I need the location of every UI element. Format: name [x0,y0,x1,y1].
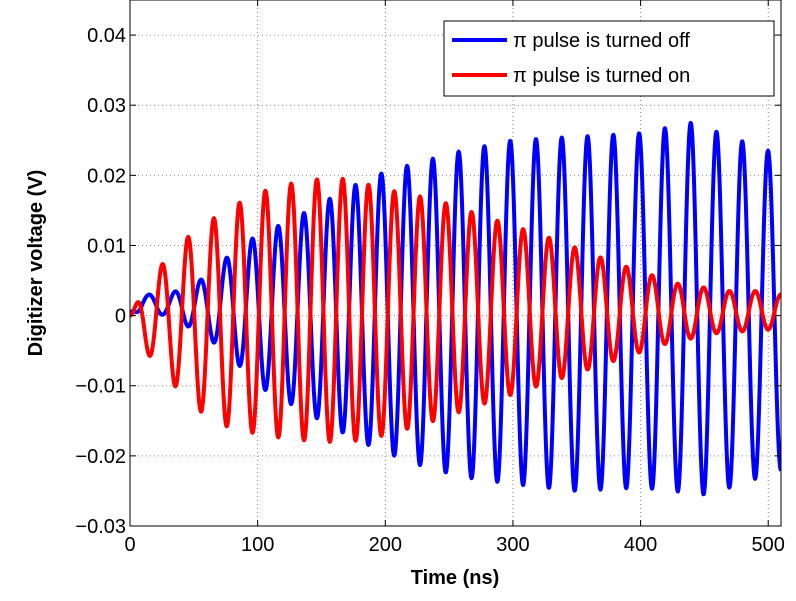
y-axis-title: Digitizer voltage (V) [25,170,47,357]
legend: π pulse is turned off π pulse is turned … [443,20,775,97]
y-tick-label: 0 [115,306,126,328]
y-tick-label: 0.01 [87,235,126,257]
y-tick-label: 0.04 [87,25,126,47]
y-tick-label: −0.01 [75,376,126,398]
y-tick-label: −0.03 [75,516,126,538]
y-tick-label: 0.02 [87,165,126,187]
legend-box [443,20,775,97]
legend-label-on: π pulse is turned on [513,65,690,87]
x-axis-title: Time (ns) [411,567,500,589]
y-tick-label: 0.03 [87,95,126,117]
x-tick-label: 100 [241,534,274,556]
x-tick-label: 0 [124,534,135,556]
x-tick-label: 300 [496,534,529,556]
ticks [129,0,781,527]
series-line-1 [130,176,781,444]
x-tick-label: 500 [752,534,785,556]
y-tick-label: −0.02 [75,446,126,468]
tick-labels: 0 100 200 300 400 500 −0.03 −0.02 −0.01 0 0.01 0.02… [75,25,785,556]
x-tick-label: 200 [369,534,402,556]
series-line-0 [130,120,781,497]
axes-box [129,0,782,527]
x-tick-label: 400 [624,534,657,556]
plot-area [130,120,781,497]
legend-label-off: π pulse is turned off [513,30,690,52]
